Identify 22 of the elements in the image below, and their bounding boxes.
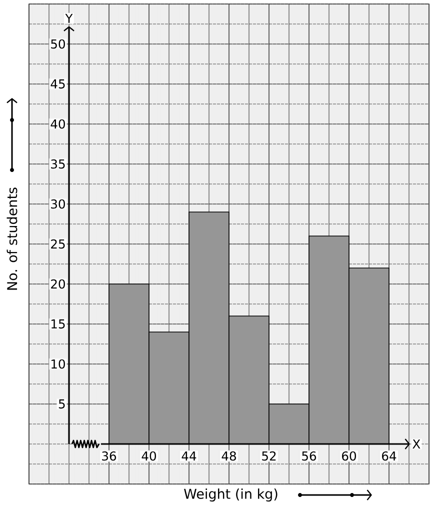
x-tick-label: 52 bbox=[262, 451, 276, 461]
annotation: X bbox=[412, 440, 420, 448]
y-tick-label: 50 bbox=[51, 39, 65, 49]
x-tick-label: 36 bbox=[102, 451, 116, 461]
x-tick-label: 44 bbox=[182, 452, 196, 460]
x-tick-label: 56 bbox=[302, 451, 316, 461]
x-axis-title: Weight (in kg) bbox=[184, 488, 278, 502]
y-tick-label: 40 bbox=[50, 119, 65, 129]
y-tick-label: 45 bbox=[50, 79, 65, 89]
x-tick-label: 48 bbox=[222, 451, 236, 461]
y-tick-label: 35 bbox=[51, 159, 65, 169]
y-tick-label: 20 bbox=[51, 279, 65, 289]
y-tick-label: 30 bbox=[51, 199, 65, 209]
annotation: Y bbox=[65, 14, 73, 23]
y-tick-label: 5 bbox=[58, 399, 65, 409]
x-tick-label: 40 bbox=[142, 451, 156, 461]
x-tick-label: 60 bbox=[342, 451, 356, 461]
y-tick-label: 10 bbox=[52, 359, 65, 369]
y-axis-title: No. of students bbox=[6, 188, 18, 290]
y-tick-label: 15 bbox=[52, 319, 65, 329]
x-tick-label: 64 bbox=[382, 451, 396, 461]
y-tick-label: 25 bbox=[51, 239, 65, 249]
